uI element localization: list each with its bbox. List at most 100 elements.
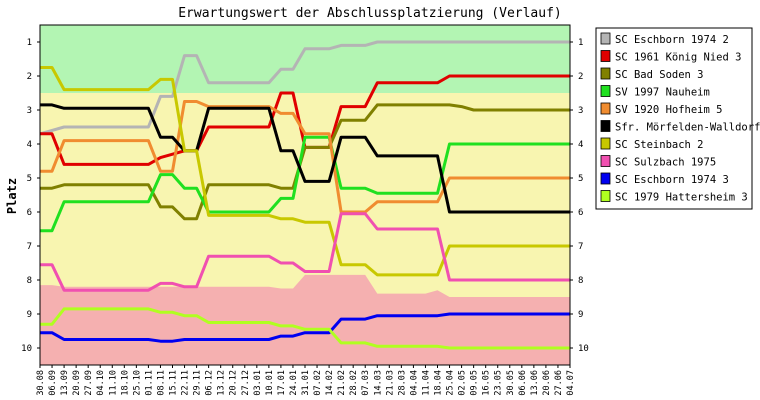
x-tick-label: 25.10: [132, 370, 142, 396]
x-tick-label: 30.08: [36, 370, 46, 396]
x-tick-label: 17.01: [277, 370, 287, 396]
y-tick-label-right: 10: [578, 344, 589, 354]
legend-box: [595, 27, 753, 210]
y-tick-label-left: 7: [27, 242, 32, 252]
x-tick-label: 27.06: [554, 370, 564, 396]
x-tick-label: 13.09: [60, 370, 70, 396]
y-tick-label-left: 2: [27, 72, 32, 82]
band-promotion: [40, 25, 570, 93]
series-line-sc-bad-soden-3: [40, 103, 570, 221]
x-tick-label: 13.12: [217, 370, 227, 396]
y-axis-label: Platz: [5, 178, 19, 214]
x-tick-label: 03.01: [253, 370, 263, 396]
series-line-sfr-m-rfelden-walldorf: [40, 103, 570, 214]
legend-swatch: [600, 50, 611, 62]
x-tick-label: 27.09: [84, 370, 94, 396]
y-tick-label-right: 8: [578, 276, 583, 286]
x-tick-label: 20.12: [229, 370, 239, 396]
legend: SC Eschborn 1974 2 SC 1961 König Nied 3 SC…: [595, 27, 760, 210]
legend-label: SC 1979 Hattersheim 3: [615, 192, 748, 204]
y-tick-label-left: 9: [27, 310, 32, 320]
legend-swatch: [600, 120, 611, 132]
x-tick-label: 14.03: [373, 370, 383, 396]
y-tick-label-right: 4: [578, 140, 583, 150]
legend-swatch: [600, 102, 611, 115]
x-tick-label: 22.11: [181, 370, 191, 396]
x-tick-label: 16.05: [482, 370, 492, 396]
x-tick-label: 28.03: [397, 370, 407, 396]
legend-swatch: [600, 137, 611, 150]
x-tick-label: 06.09: [48, 370, 58, 396]
legend-swatch: [600, 32, 611, 45]
series-lines: [39, 40, 570, 350]
series-line-sc-1979-hattersheim-3: [40, 307, 570, 350]
x-tick-label: 24.01: [289, 370, 299, 396]
y-tick-label-right: 1: [578, 38, 583, 48]
legend-swatch: [600, 190, 611, 202]
legend-swatch: [600, 155, 611, 167]
legend-swatch: [600, 85, 611, 97]
series-line-sc-eschborn-1974-2: [39, 40, 570, 136]
legend-label: SV 1920 Hofheim 5: [615, 104, 722, 116]
x-tick-label: 04.07: [566, 370, 576, 396]
x-tick-label: 25.04: [446, 370, 456, 396]
legend-label: Sfr. Mörfelden-Walldorf: [615, 122, 760, 134]
x-tick-label: 15.11: [169, 370, 179, 396]
x-tick-label: 06.06: [518, 370, 528, 396]
x-tick-label: 06.12: [205, 370, 215, 396]
y-tick-label-right: 5: [578, 174, 583, 184]
x-tick-label: 20.09: [72, 370, 82, 396]
x-tick-label: 07.03: [361, 370, 371, 396]
x-tick-label: 30.05: [506, 370, 516, 396]
x-tick-label: 04.04: [409, 370, 419, 396]
legend-label: SC Eschborn 1974 2: [615, 34, 729, 46]
legend-swatch: [600, 172, 611, 185]
x-tick-label: 28.02: [349, 370, 359, 396]
series-line-sc-eschborn-1974-3: [40, 312, 570, 343]
y-tick-label-right: 9: [578, 310, 583, 320]
chart-title: Erwartungswert der Abschlussplatzierung …: [178, 6, 562, 21]
y-tick-label-left: 3: [27, 106, 32, 116]
y-tick-label-left: 5: [27, 174, 32, 184]
x-tick-label: 21.03: [385, 370, 395, 396]
y-tick-label-left: 10: [21, 344, 32, 354]
y-tick-label-left: 4: [27, 140, 32, 150]
y-tick-label-left: 1: [27, 38, 32, 48]
series-line-sc-sulzbach-1975: [40, 212, 570, 292]
x-tick-label: 23.05: [494, 370, 504, 396]
legend-label: SC 1961 König Nied 3: [615, 52, 741, 64]
series-line-sv-1997-nauheim: [40, 135, 570, 233]
x-tick-label: 10.01: [265, 370, 275, 396]
x-tick-label: 18.10: [120, 370, 130, 396]
x-tick-label: 13.06: [530, 370, 540, 396]
legend-label: SC Sulzbach 1975: [615, 157, 716, 169]
series-line-sc-steinbach-2: [40, 66, 570, 277]
x-tick-label: 20.06: [542, 370, 552, 396]
x-tick-label: 29.11: [193, 370, 203, 396]
legend-swatch: [600, 67, 611, 80]
y-tick-label-right: 2: [578, 72, 583, 82]
series-line-sv-1920-hofheim-5: [40, 100, 570, 214]
x-tick-label: 11.04: [422, 370, 432, 396]
y-tick-label-right: 3: [578, 106, 583, 116]
legend-label: SV 1997 Nauheim: [615, 87, 710, 99]
x-tick-label: 09.05: [470, 370, 480, 396]
x-tick-label: 31.01: [301, 370, 311, 396]
x-tick-label: 11.10: [108, 370, 118, 396]
x-tick-label: 04.10: [96, 370, 106, 396]
y-tick-label-right: 7: [578, 242, 583, 252]
y-tick-label-left: 6: [27, 208, 32, 218]
x-tick-label: 02.05: [458, 370, 468, 396]
x-tick-label: 18.04: [434, 370, 444, 396]
x-tick-label: 21.02: [337, 370, 347, 396]
legend-label: SC Steinbach 2: [615, 139, 704, 151]
x-tick-label: 14.02: [325, 370, 335, 396]
x-tick-label: 01.11: [144, 370, 154, 396]
x-tick-label: 07.02: [313, 370, 323, 396]
y-tick-label-right: 6: [578, 208, 583, 218]
y-tick-label-left: 8: [27, 276, 32, 286]
legend-label: SC Eschborn 1974 3: [615, 174, 729, 186]
